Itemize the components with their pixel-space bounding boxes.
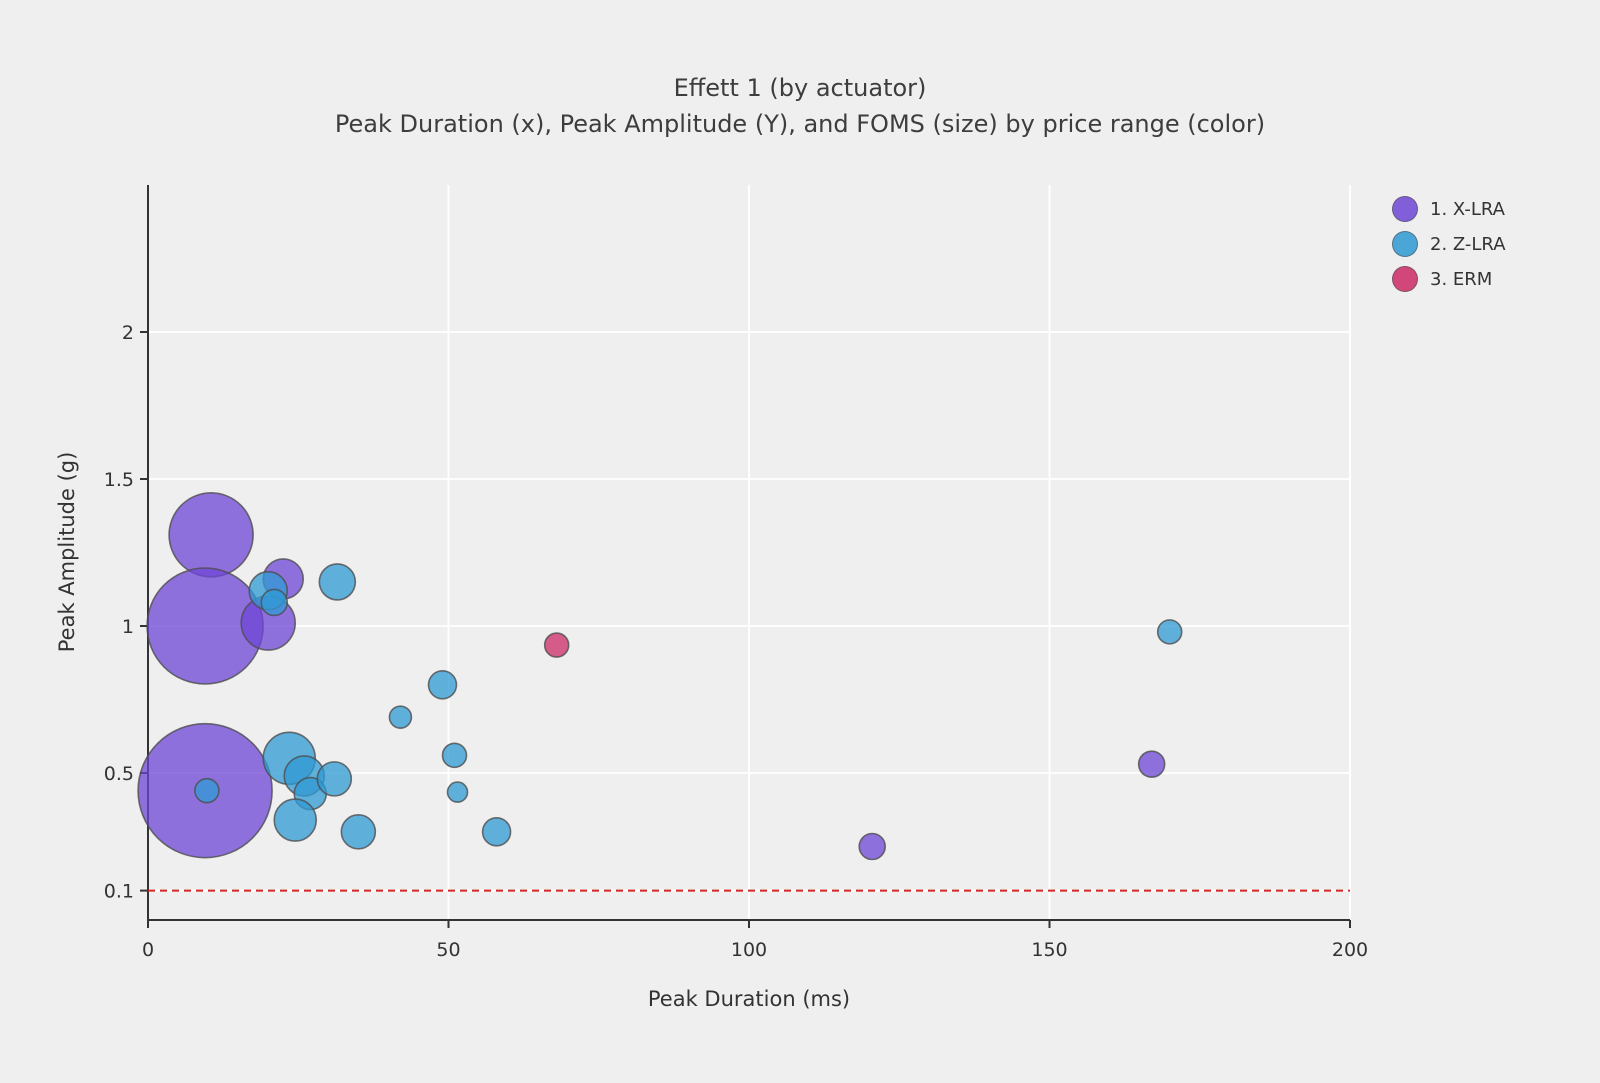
bubble-2-z-lra: [427, 669, 458, 700]
y-tick-label: 2: [122, 322, 134, 344]
y-tick-label: 0.1: [104, 881, 134, 903]
legend-dot-erm: [1392, 266, 1418, 292]
bubble-2-z-lra: [194, 777, 220, 804]
y-axis-title: Peak Amplitude (g): [55, 452, 79, 653]
bubble-2-z-lra: [446, 781, 469, 803]
bubble-3-erm: [543, 632, 570, 658]
y-tick-label: 0.5: [104, 763, 134, 785]
x-tick-label: 0: [142, 939, 154, 961]
legend-dot-z-lra: [1392, 231, 1418, 257]
x-tick-label: 150: [1031, 939, 1067, 961]
legend-item-erm: 3. ERM: [1392, 266, 1506, 292]
bubble-2-z-lra: [318, 563, 357, 601]
legend-item-z-lra: 2. Z-LRA: [1392, 231, 1506, 257]
x-tick-label: 200: [1332, 939, 1368, 961]
x-tick-label: 100: [731, 939, 767, 961]
bubble-1-x-lra: [168, 492, 254, 578]
title-block: Effett 1 (by actuator) Peak Duration (x)…: [0, 70, 1600, 142]
x-tick-label: 50: [436, 939, 460, 961]
bubble-2-z-lra: [340, 813, 377, 850]
bubble-2-z-lra: [316, 761, 353, 797]
y-tick-label: 1.5: [104, 469, 134, 491]
legend-label-z-lra: 2. Z-LRA: [1430, 233, 1506, 255]
chart-subtitle: Peak Duration (x), Peak Amplitude (Y), a…: [334, 110, 1266, 138]
y-tick-label: 1: [122, 616, 134, 638]
bubble-2-z-lra: [1156, 619, 1183, 645]
chart-title: Effett 1 (by actuator): [673, 74, 927, 102]
grid-layer: [147, 185, 1351, 920]
legend-label-x-lra: 1. X-LRA: [1430, 198, 1505, 220]
chart-legend: 1. X-LRA 2. Z-LRA 3. ERM: [1392, 196, 1506, 292]
bubble-2-z-lra: [388, 705, 413, 729]
bubble-1-x-lra: [858, 832, 887, 861]
legend-label-erm: 3. ERM: [1430, 268, 1493, 290]
bubble-1-x-lra: [1137, 750, 1166, 778]
bubble-2-z-lra: [260, 588, 289, 617]
bubble-layer: [137, 492, 1183, 861]
legend-dot-x-lra: [1392, 196, 1418, 222]
bubble-2-z-lra: [273, 798, 318, 842]
legend-item-x-lra: 1. X-LRA: [1392, 196, 1506, 222]
axis-layer: 0 50 100 150 200 0.1 0.5 1 1.5 2: [104, 185, 1368, 961]
bubble-2-z-lra: [441, 742, 468, 769]
bubble-2-z-lra: [481, 816, 512, 847]
x-axis-title: Peak Duration (ms): [648, 987, 850, 1011]
